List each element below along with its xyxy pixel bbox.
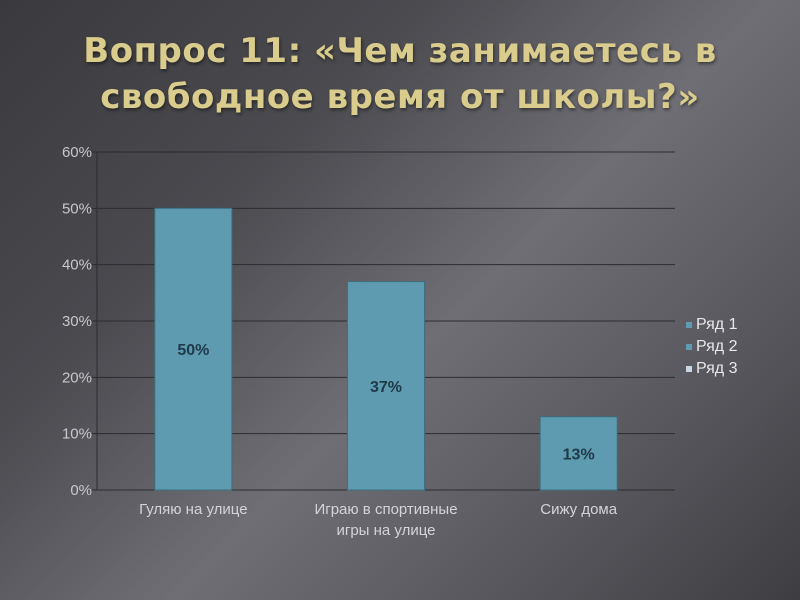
y-tick-label: 60%	[62, 144, 92, 161]
data-label: 50%	[177, 342, 209, 359]
legend-item: Ряд 2	[686, 336, 737, 358]
legend-label: Ряд 2	[696, 338, 738, 355]
x-category-label: Сижу дома	[540, 501, 617, 518]
legend-label: Ряд 3	[696, 360, 738, 377]
y-tick-label: 20%	[62, 369, 92, 386]
legend-item: Ряд 1	[686, 314, 737, 336]
y-tick-label: 30%	[62, 313, 92, 330]
legend-swatch	[686, 344, 692, 350]
chart-title: Вопрос 11: «Чем занимаетесь в свободное …	[83, 31, 717, 117]
legend-swatch	[686, 322, 692, 328]
legend-swatch	[686, 366, 692, 372]
data-label: 37%	[370, 379, 402, 396]
y-tick-label: 50%	[62, 200, 92, 217]
y-tick-label: 0%	[70, 482, 92, 499]
x-category-label: Играю в спортивные	[314, 501, 457, 518]
legend-item: Ряд 3	[686, 358, 737, 380]
bar	[539, 416, 618, 491]
data-label: 13%	[563, 446, 595, 463]
y-tick-label: 40%	[62, 257, 92, 274]
bar	[154, 207, 233, 491]
legend-label: Ряд 1	[696, 316, 738, 333]
bar	[346, 281, 426, 491]
x-category-label: игры на улице	[336, 522, 435, 539]
x-category-label: Гуляю на улице	[139, 501, 247, 518]
chart-legend: Ряд 1 Ряд 2 Ряд 3	[686, 314, 737, 380]
y-tick-label: 10%	[62, 426, 92, 443]
